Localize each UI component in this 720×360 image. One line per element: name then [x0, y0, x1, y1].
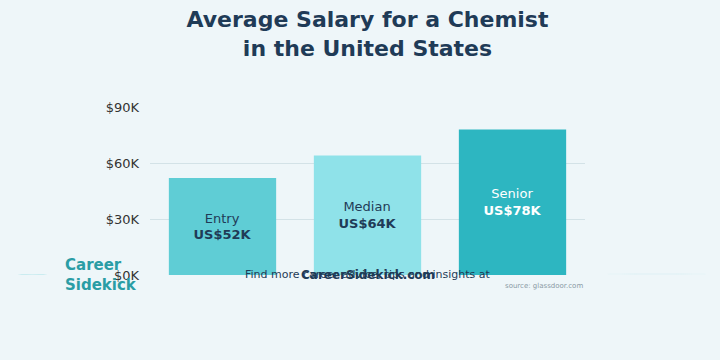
svg-text:$90K: $90K: [106, 100, 140, 115]
svg-text:CareerSidekick: CareerSidekick: [65, 256, 137, 294]
svg-text:$0K: $0K: [114, 268, 140, 283]
svg-text:EntryUS$52K: EntryUS$52K: [193, 211, 251, 243]
svg-text:MedianUS$64K: MedianUS$64K: [338, 199, 396, 231]
svg-text:SeniorUS$78K: SeniorUS$78K: [483, 186, 541, 218]
svg-text:source: glassdoor.com: source: glassdoor.com: [505, 282, 583, 290]
svg-text:$60K: $60K: [106, 156, 140, 171]
svg-text:$30K: $30K: [106, 212, 140, 227]
svg-text:CareerSidekick.com: CareerSidekick.com: [301, 268, 435, 282]
svg-text:Find more career advice, tips: Find more career advice, tips and insigh…: [245, 268, 491, 281]
svg-text:Average Salary for a Chemistin: Average Salary for a Chemistin the Unite…: [187, 7, 549, 61]
